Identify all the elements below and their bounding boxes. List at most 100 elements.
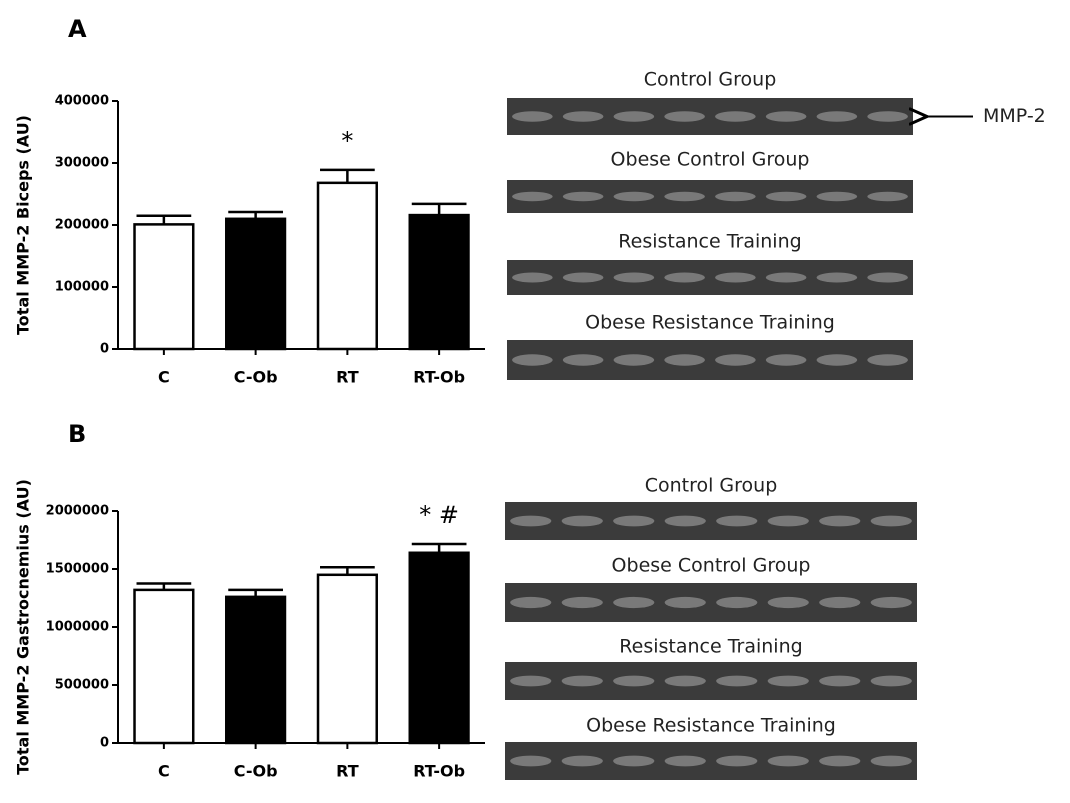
x-tick-label: RT-Ob: [413, 762, 465, 781]
gel-band: [816, 111, 858, 122]
gel-band: [613, 191, 655, 202]
gel-band: [819, 755, 861, 767]
x-tick-label: RT: [336, 762, 359, 781]
band-label: MMP-2: [983, 105, 1046, 127]
gel-band: [867, 111, 908, 122]
gel-band: [765, 191, 807, 202]
gel-band: [664, 755, 706, 767]
y-tick-label: 1000000: [46, 620, 109, 635]
gel-title: Obese Resistance Training: [586, 715, 836, 737]
bar: [133, 588, 195, 745]
gel-band: [819, 515, 861, 527]
gel-band: [510, 515, 552, 527]
panel-label: B: [68, 420, 86, 448]
gel-band: [613, 111, 655, 122]
gel-band: [561, 596, 603, 609]
y-tick-label: 1500000: [46, 562, 109, 577]
gel-band: [561, 515, 603, 527]
gel-band: [767, 596, 809, 609]
y-axis-label: Total MMP-2 Biceps (AU): [14, 115, 33, 335]
gel-band: [715, 272, 756, 283]
y-tick-label: 500000: [55, 678, 109, 693]
bar: [408, 551, 470, 745]
gel-band: [512, 354, 553, 366]
gel-band: [562, 354, 604, 366]
gel-band: [716, 515, 758, 527]
y-tick-label: 300000: [55, 156, 109, 171]
gel-band: [664, 191, 705, 202]
x-tick-label: C: [158, 368, 170, 387]
gel-band: [819, 675, 861, 687]
gel-band: [819, 596, 861, 609]
panel-label: A: [68, 15, 87, 43]
gel-title: Obese Control Group: [611, 149, 810, 171]
y-tick-label: 0: [100, 736, 109, 751]
gel-title: Control Group: [645, 475, 778, 497]
gel-band: [870, 596, 912, 609]
bar: [316, 573, 378, 745]
gel-band: [870, 515, 912, 527]
gel-band: [715, 191, 756, 202]
gel-band: [767, 755, 809, 767]
gel-band: [512, 191, 553, 202]
gel-band: [816, 354, 858, 366]
gel-band: [664, 111, 705, 122]
x-tick-label: C-Ob: [234, 762, 278, 781]
x-tick-label: C: [158, 762, 170, 781]
gel-title: Obese Control Group: [612, 555, 811, 577]
y-tick-label: 0: [100, 342, 109, 357]
gel-band: [613, 755, 655, 767]
gel-band: [765, 111, 807, 122]
gel-band: [664, 675, 706, 687]
gel-band: [613, 596, 655, 609]
gel-band: [867, 191, 908, 202]
gel-band: [613, 515, 655, 527]
gel-band: [870, 675, 912, 687]
bar: [316, 181, 378, 351]
gel-title: Resistance Training: [618, 231, 801, 253]
y-tick-label: 400000: [55, 94, 109, 109]
y-tick-label: 100000: [55, 280, 109, 295]
gel-band: [510, 755, 552, 767]
gel-band: [562, 272, 604, 283]
gel-band: [664, 272, 705, 283]
gel-band: [613, 354, 655, 366]
annotation: *: [341, 127, 353, 155]
gel-band: [716, 596, 758, 609]
y-tick-label: 2000000: [46, 504, 109, 519]
gel-band: [510, 675, 552, 687]
gel-band: [867, 272, 908, 283]
gel-band: [510, 596, 552, 609]
gel-band: [816, 272, 858, 283]
y-axis-label: Total MMP-2 Gastrocnemius (AU): [14, 479, 33, 775]
x-tick-label: RT: [336, 368, 359, 387]
gel-band: [765, 354, 807, 366]
gel-band: [716, 675, 758, 687]
gel-band: [664, 354, 705, 366]
gel-band: [613, 675, 655, 687]
gel-band: [561, 755, 603, 767]
gel-band: [664, 596, 706, 609]
gel-band: [867, 354, 908, 366]
bar: [133, 223, 195, 351]
gel-band: [767, 515, 809, 527]
gel-band: [716, 755, 758, 767]
gel-title: Resistance Training: [619, 636, 802, 658]
gel-title: Control Group: [644, 69, 777, 91]
gel-band: [561, 675, 603, 687]
gel-title: Obese Resistance Training: [585, 312, 835, 334]
gel-band: [562, 111, 604, 122]
gel-band: [816, 191, 858, 202]
gel-band: [512, 111, 553, 122]
gel-band: [870, 755, 912, 767]
gel-band: [715, 354, 756, 366]
gel-band: [613, 272, 655, 283]
bar: [225, 595, 287, 745]
annotation: * #: [419, 501, 459, 529]
y-tick-label: 200000: [55, 218, 109, 233]
x-tick-label: C-Ob: [234, 368, 278, 387]
gel-band: [715, 111, 756, 122]
bar: [225, 217, 287, 351]
x-tick-label: RT-Ob: [413, 368, 465, 387]
